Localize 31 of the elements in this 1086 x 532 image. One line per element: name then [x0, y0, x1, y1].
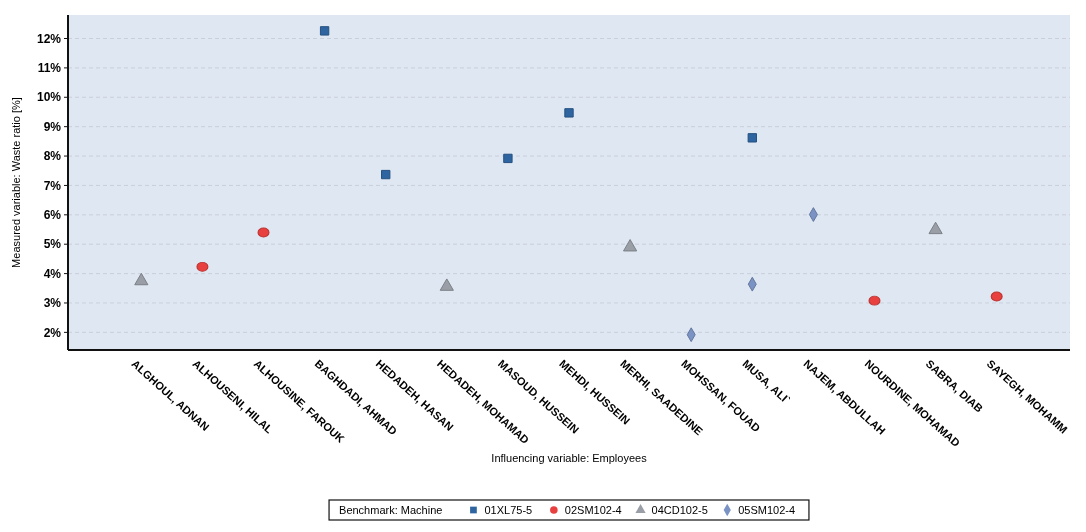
- legend-label: 05SM102-4: [738, 504, 796, 516]
- legend-title: Benchmark: Machine: [339, 504, 443, 516]
- point: [319, 26, 330, 36]
- y-tick-label: 9%: [43, 119, 62, 134]
- point: [564, 108, 574, 118]
- point: [503, 153, 513, 164]
- point: [990, 291, 1003, 302]
- y-axis-title: Measured variable: Waste ratio [%]: [10, 97, 22, 268]
- y-tick-label: 2%: [43, 325, 62, 340]
- y-tick-label: 10%: [36, 90, 62, 105]
- point: [747, 133, 757, 143]
- y-tick-label: 4%: [43, 266, 62, 281]
- point: [868, 295, 881, 306]
- y-tick-label: 6%: [43, 208, 62, 223]
- point: [439, 278, 454, 291]
- y-tick-label: 11%: [37, 61, 62, 76]
- point: [134, 272, 149, 286]
- point: [623, 239, 638, 252]
- point: [928, 221, 943, 235]
- y-tick-label: 5%: [43, 237, 62, 252]
- x-axis-title: Influencing variable: Employees: [491, 452, 648, 464]
- y-tick-label: 8%: [43, 149, 62, 164]
- y-tick-label: 12%: [36, 31, 62, 46]
- point: [381, 169, 391, 180]
- legend-label: 04CD102-5: [651, 504, 708, 516]
- y-tick-label: 3%: [43, 296, 62, 311]
- point: [196, 261, 209, 272]
- point: [257, 227, 270, 238]
- y-tick-label: 7%: [43, 178, 62, 193]
- legend-label: 01XL75-5: [484, 504, 533, 516]
- legend-label: 02SM102-4: [564, 504, 622, 516]
